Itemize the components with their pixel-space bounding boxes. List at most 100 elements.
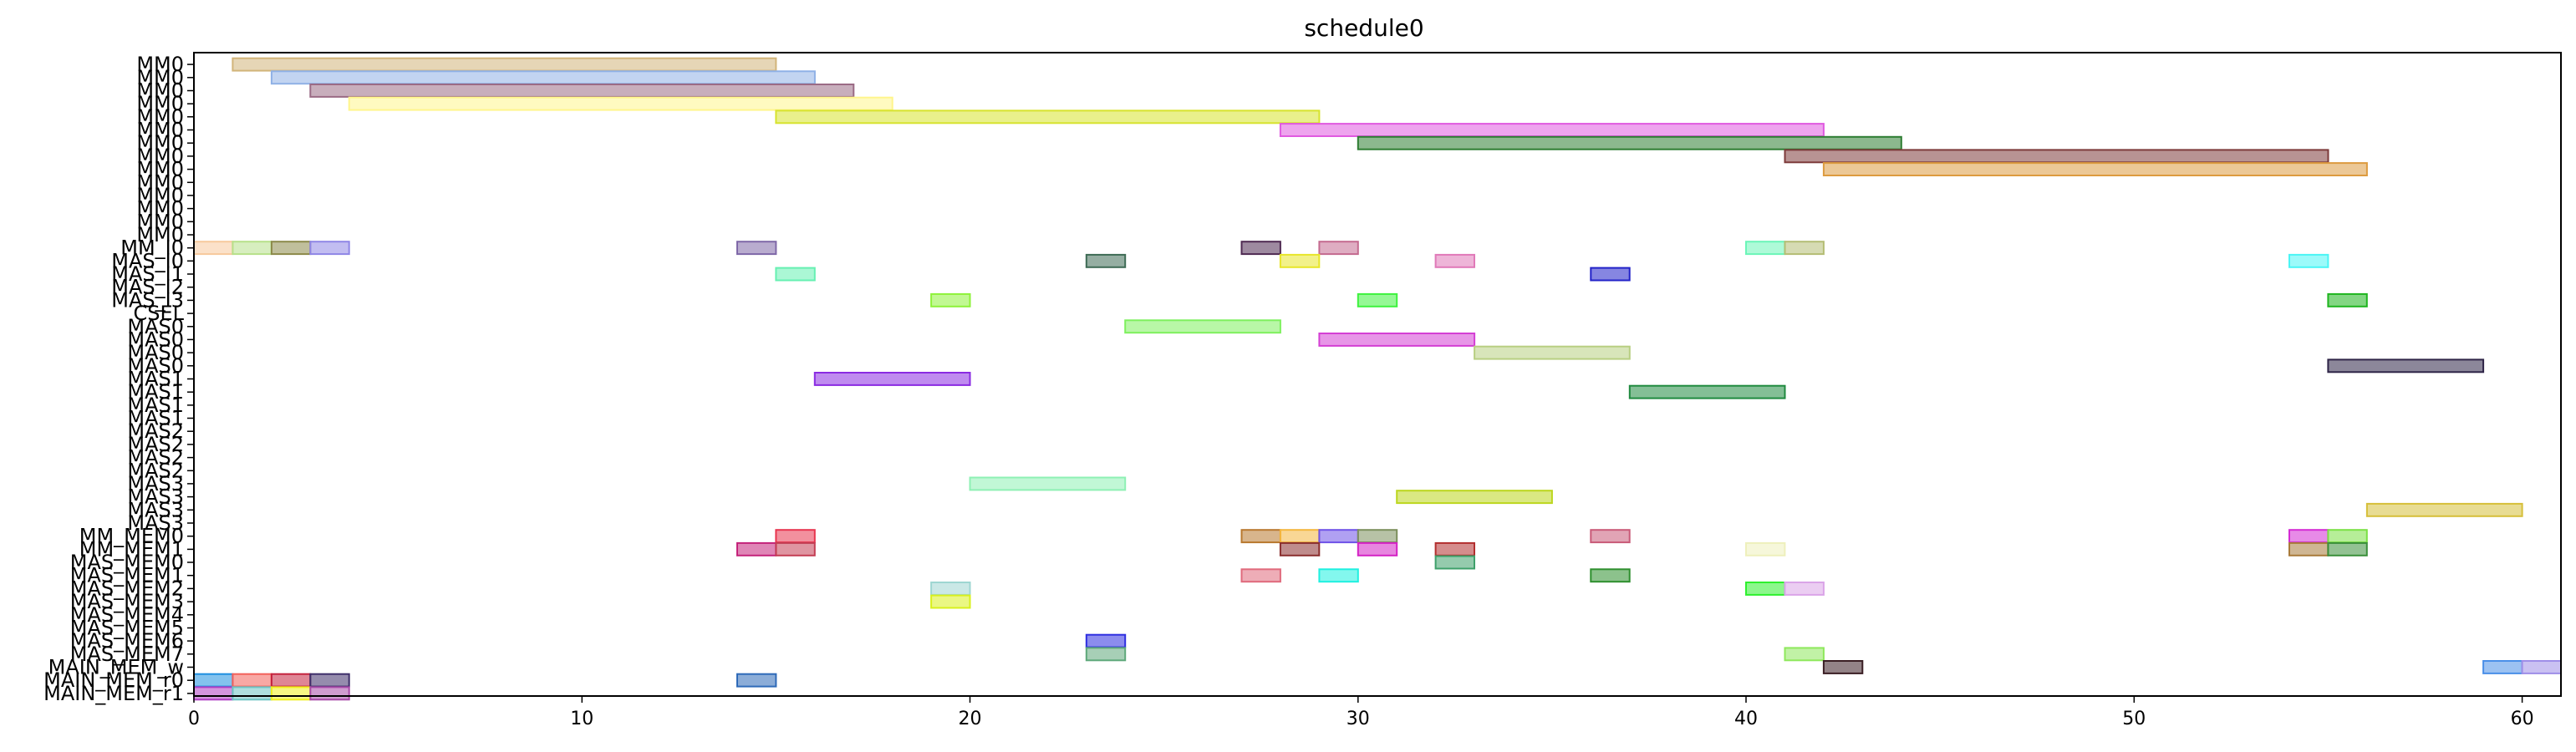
task-bar xyxy=(969,476,1127,491)
task-bar xyxy=(309,241,350,256)
y-tick-label: MAS2 xyxy=(127,446,184,470)
x-tick-label: 30 xyxy=(1347,709,1370,729)
x-tick-label: 40 xyxy=(1734,709,1758,729)
y-tick-label: MAS0 xyxy=(127,315,184,338)
task-bar xyxy=(775,541,816,556)
task-bar xyxy=(1590,267,1631,282)
y-tick-label: MM0 xyxy=(136,184,184,207)
task-bar xyxy=(1434,253,1475,268)
y-tick-label: MAS_I1 xyxy=(111,262,184,286)
y-tick-label: MAS_I0 xyxy=(111,249,184,272)
y-tick-label: MAS_MEM0 xyxy=(70,551,184,574)
task-bar xyxy=(270,686,312,701)
task-bar xyxy=(232,57,777,72)
task-bar xyxy=(2288,541,2329,556)
y-tick-label: MAS3 xyxy=(127,485,184,509)
y-tick-label: MM0 xyxy=(136,170,184,194)
y-tick-label: MM0 xyxy=(136,66,184,89)
y-tick-label: CSEL xyxy=(133,302,184,325)
y-tick-label: MAS_MEM5 xyxy=(70,617,184,640)
y-tick-label: MAS0 xyxy=(127,328,184,351)
y-tick-label: MM0 xyxy=(136,105,184,129)
task-bar xyxy=(930,582,971,596)
y-tick-label: MM0 xyxy=(136,197,184,221)
chart-title: schedule0 xyxy=(1304,14,1423,42)
y-tick-label: MM0 xyxy=(136,119,184,142)
y-tick-label: MAS1 xyxy=(127,407,184,430)
task-bar xyxy=(930,292,971,307)
y-tick-label: MM_I0 xyxy=(120,236,184,260)
task-bar xyxy=(1357,529,1398,544)
task-bar xyxy=(309,84,855,98)
task-bar xyxy=(1085,633,1127,648)
y-tick-label: MM0 xyxy=(136,79,184,103)
y-tick-label: MM0 xyxy=(136,131,184,155)
task-bar xyxy=(232,673,272,688)
y-tick-label: MAS0 xyxy=(127,354,184,378)
task-bar xyxy=(309,686,350,701)
task-bar xyxy=(1240,241,1281,256)
task-bar xyxy=(1318,333,1476,347)
x-tick-label: 60 xyxy=(2511,709,2534,729)
task-bar xyxy=(1318,568,1359,583)
task-bar xyxy=(1628,384,1786,399)
task-bar xyxy=(270,70,816,85)
y-tick-label: MAS1 xyxy=(127,394,184,417)
y-tick-label: MM0 xyxy=(136,92,184,115)
y-axis: MM0MM0MM0MM0MM0MM0MM0MM0MM0MM0MM0MM0MM0M… xyxy=(43,53,194,705)
y-tick-label: MAS0 xyxy=(127,341,184,364)
task-bar xyxy=(930,594,971,609)
task-bar xyxy=(193,673,234,688)
y-tick-label: MM_MEM1 xyxy=(79,537,184,561)
task-bar xyxy=(1474,345,1631,360)
task-bar xyxy=(270,673,312,688)
y-tick-label: MAS_MEM6 xyxy=(70,629,184,653)
task-bar xyxy=(1279,529,1321,544)
y-tick-label: MAS2 xyxy=(127,433,184,456)
task-bar xyxy=(2327,292,2368,307)
task-bar xyxy=(1318,529,1359,544)
task-bar xyxy=(1784,582,1825,596)
task-bar xyxy=(736,541,777,556)
task-bar xyxy=(1124,319,1281,334)
task-bar xyxy=(1745,541,1786,556)
y-tick-label: MM0 xyxy=(136,53,184,76)
y-tick-label: MAS_MEM1 xyxy=(70,564,184,587)
task-bar xyxy=(1085,647,1127,662)
task-bar xyxy=(813,372,971,386)
y-tick-label: MAS_MEM4 xyxy=(70,603,184,627)
y-tick-label: MAS3 xyxy=(127,511,184,535)
task-bar xyxy=(1590,529,1631,544)
task-bar xyxy=(775,267,816,282)
task-bar xyxy=(2288,253,2329,268)
y-tick-label: MAS1 xyxy=(127,380,184,404)
task-bar xyxy=(1434,555,1475,570)
y-tick-label: MAIN_MEM_w xyxy=(48,656,184,679)
task-bar xyxy=(1822,660,1864,674)
task-bar xyxy=(1784,241,1825,256)
task-bar xyxy=(2327,358,2485,373)
y-tick-label: MAS_I2 xyxy=(111,276,184,299)
task-bar xyxy=(1279,123,1825,138)
y-tick-label: MAS_MEM2 xyxy=(70,577,184,600)
task-bar xyxy=(1357,292,1398,307)
y-tick-label: MAS2 xyxy=(127,419,184,443)
y-tick-label: MM0 xyxy=(136,145,184,168)
task-bar xyxy=(1357,541,1398,556)
y-tick-label: MAS_MEM7 xyxy=(70,643,184,666)
task-bar xyxy=(1279,541,1321,556)
task-bar xyxy=(193,686,234,701)
task-bar xyxy=(1590,568,1631,583)
bar-layer xyxy=(193,57,2563,701)
y-tick-label: MAS3 xyxy=(127,498,184,521)
task-bar xyxy=(1745,582,1786,596)
y-tick-label: MM0 xyxy=(136,223,184,246)
task-bar xyxy=(775,109,1321,124)
task-bar xyxy=(2521,660,2563,674)
task-bar xyxy=(1434,541,1475,556)
task-bar xyxy=(2288,529,2329,544)
task-bar xyxy=(1745,241,1786,256)
task-bar xyxy=(2327,529,2368,544)
task-bar xyxy=(775,529,816,544)
y-tick-label: MAS3 xyxy=(127,472,184,495)
